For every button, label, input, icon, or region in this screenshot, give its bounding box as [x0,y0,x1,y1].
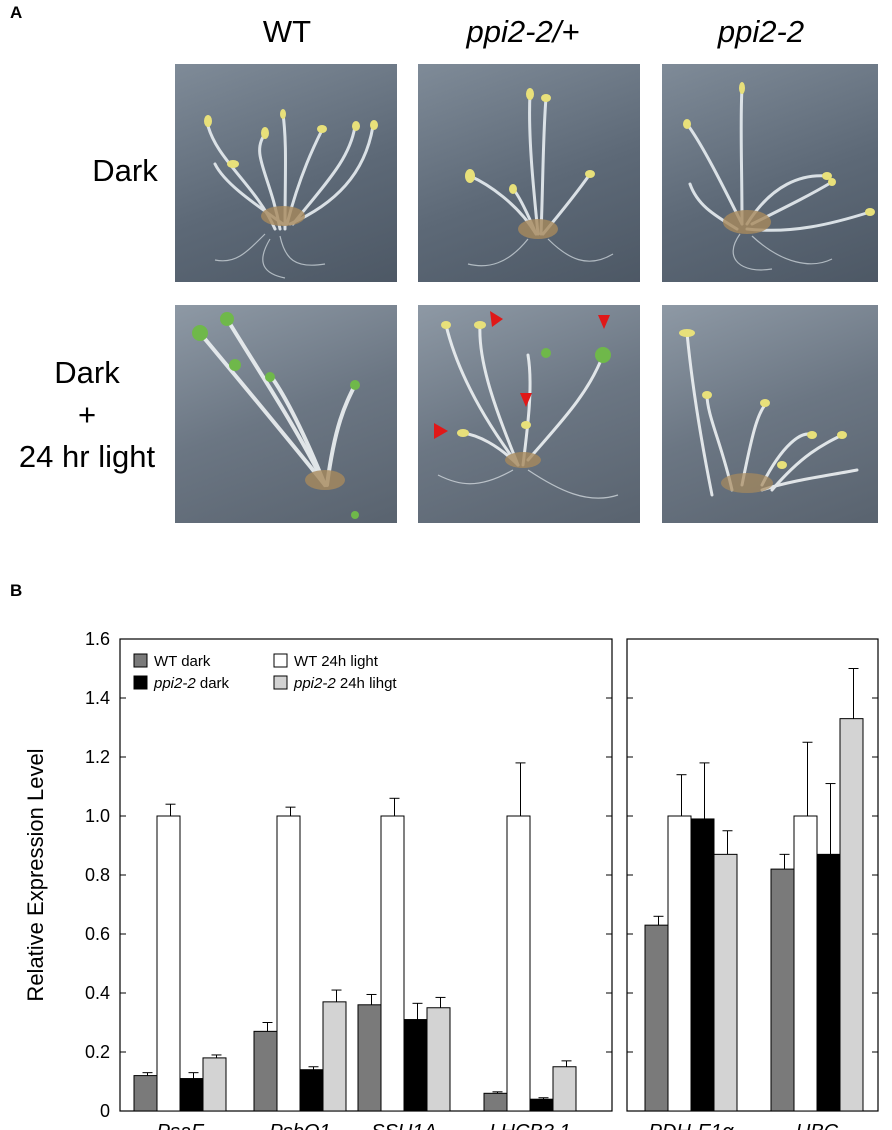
column-label-wt: WT [262,14,312,49]
bar-wt-24h-light [380,815,405,1112]
y-tick-label: 1.2 [85,747,110,767]
y-tick-label: 1.6 [85,629,110,649]
legend-label: WT 24h light [294,653,379,670]
bar-ppi2-2-dark [299,1069,324,1112]
legend-swatch [273,653,288,668]
bar-wt-dark [133,1075,158,1112]
legend-label: ppi2-2 24h lihgt [293,675,397,692]
x-category-label: SSU1A [371,1121,437,1130]
row-label-dark-plus-light: Dark + 24 hr light [2,352,172,478]
photo-ppi2-2-het-light [418,305,640,523]
bar-ppi2-2-dark [529,1098,554,1112]
column-label-ppi2-2: ppi2-2 [717,14,805,49]
bar-wt-dark [253,1030,278,1112]
bar-ppi2-2-24h-lihgt [839,718,864,1112]
bar-ppi2-2-dark [816,853,841,1112]
y-tick-label: 0.8 [85,865,110,885]
bar-wt-24h-light [156,815,181,1112]
photo-wt-light [175,305,397,523]
bar-ppi2-2-dark [403,1019,428,1112]
bar-wt-24h-light [506,815,531,1112]
bar-wt-dark [770,868,795,1112]
bar-wt-24h-light [276,815,301,1112]
bar-wt-24h-light [793,815,818,1112]
photo-ppi2-2-het-dark [418,64,640,282]
y-tick-label: 1.4 [85,688,110,708]
bar-ppi2-2-dark [690,818,715,1112]
bar-ppi2-2-dark [179,1078,204,1112]
x-category-label: PsbO1 [269,1121,330,1130]
x-category-label: UBC [796,1121,839,1130]
column-label-ppi2-2-heterozygous: ppi2-2/+ [466,14,580,49]
bar-wt-dark [357,1004,382,1112]
y-axis-label: Relative Expression Level [23,748,48,1001]
photo-ppi2-2-light [662,305,878,523]
y-tick-label: 0 [100,1101,110,1121]
bar-wt-24h-light [667,815,692,1112]
legend-label: ppi2-2 dark [153,675,230,692]
bar-wt-dark [483,1092,508,1112]
legend-label: WT dark [154,653,211,670]
y-tick-label: 1.0 [85,806,110,826]
x-category-label: PDH-E1α [649,1121,734,1130]
row-label-line-1: Dark [54,355,120,390]
bar-ppi2-2-24h-lihgt [322,1001,347,1112]
photo-wt-dark [175,64,397,282]
row-label-line-2: + [77,397,97,432]
y-tick-label: 0.2 [85,1042,110,1062]
photo-ppi2-2-dark [662,64,878,282]
bar-ppi2-2-24h-lihgt [426,1007,451,1112]
panel-b-letter: B [10,581,23,600]
bar-ppi2-2-24h-lihgt [202,1057,227,1112]
panel-a-letter: A [10,3,23,22]
x-category-label: PsaF [157,1121,205,1130]
legend-swatch [133,675,148,690]
expression-bar-chart: 0 0.2 0.4 0.6 0.8 1.0 1.2 1.4 1.6 Relative Expres… [23,629,879,1130]
y-tick-label: 0.4 [85,983,110,1003]
legend-swatch [273,675,288,690]
x-category-label: LHCB3.1 [489,1121,570,1130]
row-label-dark: Dark [92,153,158,188]
bar-ppi2-2-24h-lihgt [552,1066,577,1112]
bar-ppi2-2-24h-lihgt [713,853,738,1112]
legend-swatch [133,653,148,668]
bar-wt-dark [644,924,669,1112]
row-label-line-3: 24 hr light [18,439,156,474]
y-tick-label: 0.6 [85,924,110,944]
